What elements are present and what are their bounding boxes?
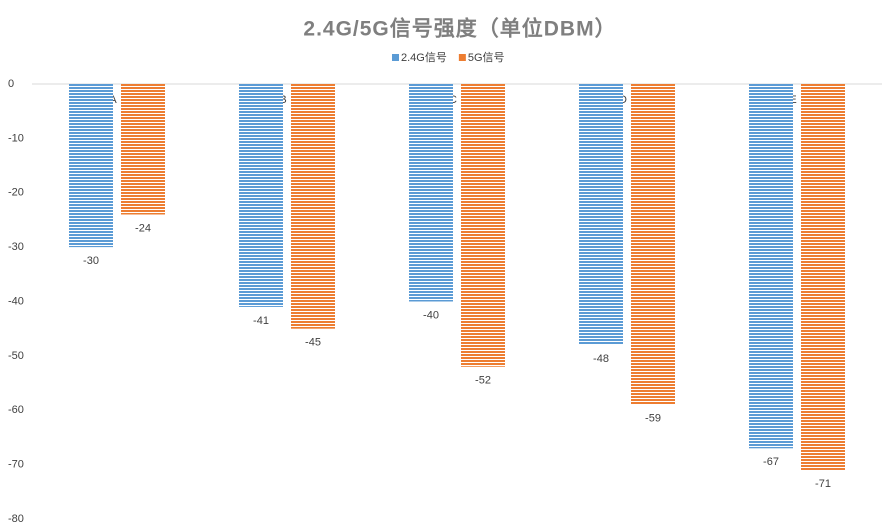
y-tick-label: -70 bbox=[8, 459, 24, 471]
y-tick-label: -40 bbox=[8, 295, 24, 307]
chart-title: 2.4G/5G信号强度（单位DBM） bbox=[303, 17, 616, 41]
bar bbox=[239, 84, 283, 307]
data-label: -24 bbox=[135, 222, 151, 234]
y-tick-label: -80 bbox=[8, 513, 24, 525]
y-tick-label: -30 bbox=[8, 241, 24, 253]
data-label: -30 bbox=[83, 255, 99, 267]
bar bbox=[121, 84, 165, 215]
category-label: C bbox=[449, 94, 457, 106]
category-label: D bbox=[619, 94, 627, 106]
bar bbox=[409, 84, 453, 302]
bar bbox=[579, 84, 623, 345]
bar bbox=[749, 84, 793, 449]
data-label: -67 bbox=[763, 456, 779, 468]
category-label: A bbox=[109, 94, 117, 106]
y-tick-label: -10 bbox=[8, 132, 24, 144]
data-label: -52 bbox=[475, 375, 491, 387]
bar bbox=[461, 84, 505, 367]
y-tick-label: -50 bbox=[8, 350, 24, 362]
bar bbox=[801, 84, 845, 471]
bar bbox=[631, 84, 675, 405]
bar bbox=[291, 84, 335, 329]
y-tick-label: 0 bbox=[8, 78, 14, 90]
data-label: -48 bbox=[593, 353, 609, 365]
legend-label: 5G信号 bbox=[468, 51, 505, 64]
legend-swatch bbox=[392, 54, 399, 61]
legend-label: 2.4G信号 bbox=[401, 51, 447, 64]
y-tick-label: -20 bbox=[8, 187, 24, 199]
data-label: -41 bbox=[253, 315, 269, 327]
data-label: -45 bbox=[305, 337, 321, 349]
data-label: -71 bbox=[815, 478, 831, 490]
legend: 2.4G信号 5G信号 bbox=[392, 51, 505, 64]
legend-swatch bbox=[458, 54, 466, 61]
y-tick-label: -60 bbox=[8, 404, 24, 416]
bar bbox=[69, 84, 113, 248]
data-label: -59 bbox=[645, 413, 661, 425]
data-label: -40 bbox=[423, 309, 439, 321]
